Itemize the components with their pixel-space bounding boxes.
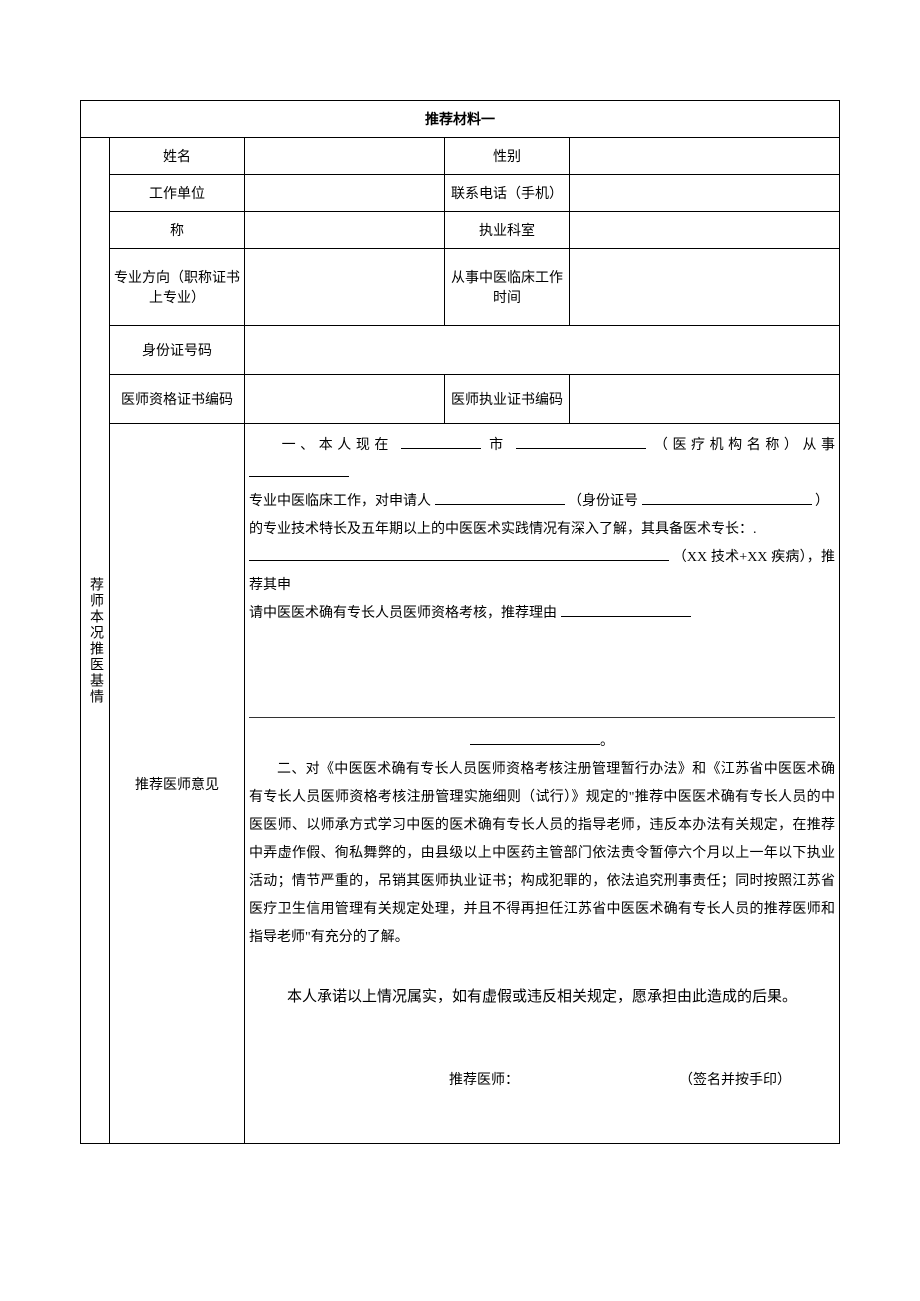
blank-org[interactable] bbox=[516, 435, 646, 449]
sig-label: 推荐医师： bbox=[449, 1067, 635, 1095]
jobtitle-value[interactable] bbox=[245, 212, 445, 249]
section1-vertical-header: 荐师本况推医基情 bbox=[81, 138, 110, 1144]
p1-line3: 的专业技术特长及五年期以上的中医医术实践情况有深入了解，其具备医术专长：. bbox=[249, 522, 757, 537]
blank-city[interactable] bbox=[401, 435, 481, 449]
recommendation-form-table: 推荐材料一 荐师本况推医基情 姓名 性别 工作单位 联系电话（手机） 称 执业科… bbox=[80, 100, 840, 1144]
p1-line5: 请中医医术确有专长人员医师资格考核，推荐理由 bbox=[249, 606, 557, 621]
jobtitle-label: 称 bbox=[110, 212, 245, 249]
blank-engage[interactable] bbox=[249, 463, 349, 477]
name-label: 姓名 bbox=[110, 138, 245, 175]
workunit-value[interactable] bbox=[245, 175, 445, 212]
p1-city-suffix: 市 bbox=[489, 438, 508, 453]
form-title: 推荐材料一 bbox=[81, 101, 840, 138]
sig-note: （签名并按手印） bbox=[635, 1067, 835, 1095]
prac-cert-value[interactable] bbox=[570, 375, 840, 424]
blank-applicant-id[interactable] bbox=[642, 491, 812, 505]
p1-line2c: ） bbox=[815, 494, 829, 509]
blank-reason[interactable] bbox=[561, 603, 691, 617]
gender-value[interactable] bbox=[570, 138, 840, 175]
blank-specialty[interactable] bbox=[249, 547, 669, 561]
phone-value[interactable] bbox=[570, 175, 840, 212]
blank-applicant[interactable] bbox=[435, 491, 565, 505]
opinion-body: 一、本人现在 市 （医疗机构名称）从事 专业中医临床工作，对申请人 （身份证号 … bbox=[245, 424, 840, 1144]
p1-prefix: 一、本人现在 bbox=[277, 438, 393, 453]
idcard-label: 身份证号码 bbox=[110, 326, 245, 375]
p1-line2a: 专业中医临床工作，对申请人 bbox=[249, 494, 431, 509]
prac-cert-label: 医师执业证书编码 bbox=[445, 375, 570, 424]
phone-label: 联系电话（手机） bbox=[445, 175, 570, 212]
major-label: 专业方向（职称证书上专业） bbox=[110, 249, 245, 326]
blank-reason-end[interactable] bbox=[470, 731, 600, 745]
opinion-para1: 一、本人现在 市 （医疗机构名称）从事 专业中医临床工作，对申请人 （身份证号 … bbox=[249, 432, 835, 628]
reason-spacer[interactable] bbox=[249, 628, 835, 718]
dept-value[interactable] bbox=[570, 212, 840, 249]
p1-org-suffix: （医疗机构名称）从事 bbox=[654, 438, 835, 453]
signature-line: 推荐医师： （签名并按手印） bbox=[249, 1067, 835, 1095]
gender-label: 性别 bbox=[445, 138, 570, 175]
p1-end-line: 。 bbox=[249, 728, 835, 756]
major-value[interactable] bbox=[245, 249, 445, 326]
p1-end: 。 bbox=[600, 734, 614, 749]
qual-cert-value[interactable] bbox=[245, 375, 445, 424]
commit-statement: 本人承诺以上情况属实，如有虚假或违反相关规定，愿承担由此造成的后果。 bbox=[249, 982, 835, 1012]
opinion-para2: 二、对《中医医术确有专长人员医师资格考核注册管理暂行办法》和《江苏省中医医术确有… bbox=[249, 756, 835, 952]
section2-header: 推荐医师意见 bbox=[110, 424, 245, 1144]
idcard-value[interactable] bbox=[245, 326, 840, 375]
clinical-years-value[interactable] bbox=[570, 249, 840, 326]
p1-line2b: （身份证号 bbox=[568, 494, 638, 509]
clinical-years-label: 从事中医临床工作时间 bbox=[445, 249, 570, 326]
workunit-label: 工作单位 bbox=[110, 175, 245, 212]
name-value[interactable] bbox=[245, 138, 445, 175]
dept-label: 执业科室 bbox=[445, 212, 570, 249]
qual-cert-label: 医师资格证书编码 bbox=[110, 375, 245, 424]
